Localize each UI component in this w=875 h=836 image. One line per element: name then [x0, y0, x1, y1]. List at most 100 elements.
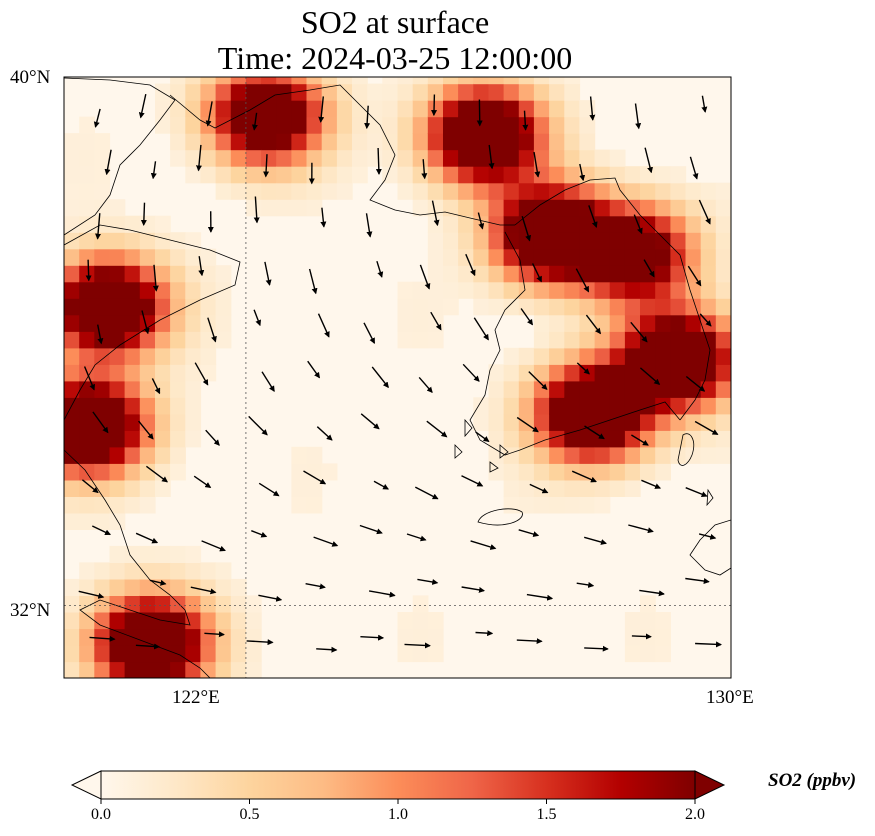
so2-cell	[715, 331, 731, 349]
so2-cell	[549, 215, 565, 233]
wind-arrow	[305, 583, 326, 590]
lat-tick-label-32: 32°N	[10, 600, 51, 621]
so2-cell	[564, 496, 581, 514]
so2-cell	[170, 562, 186, 580]
so2-cell	[291, 463, 308, 481]
so2-cell	[640, 347, 656, 365]
so2-cell	[655, 281, 671, 299]
so2-cell	[109, 595, 126, 613]
so2-cell	[230, 661, 247, 678]
so2-cell	[124, 612, 141, 630]
so2-cell	[579, 215, 596, 233]
so2-cell	[64, 265, 80, 283]
so2-cell	[124, 479, 141, 497]
so2-cell	[276, 166, 292, 184]
so2-cell	[170, 612, 186, 630]
so2-cell	[185, 562, 202, 580]
wind-arrow	[531, 263, 542, 283]
so2-cell	[518, 347, 535, 365]
so2-cell	[170, 595, 186, 613]
so2-cell	[261, 116, 277, 134]
wind-arrow	[431, 200, 440, 227]
so2-cell	[670, 397, 687, 415]
so2-cell	[109, 628, 126, 646]
so2-cell	[412, 77, 429, 85]
so2-cell	[473, 397, 490, 415]
so2-cell	[579, 380, 596, 398]
so2-cell	[715, 314, 731, 332]
wind-arrow	[641, 479, 662, 489]
so2-cell	[443, 232, 459, 250]
so2-cell	[185, 628, 202, 646]
so2-cell	[640, 645, 656, 663]
so2-cell	[94, 298, 111, 316]
so2-cell	[155, 298, 171, 316]
so2-cell	[473, 265, 490, 283]
so2-cell	[670, 166, 687, 184]
map-title: SO2 at surface	[300, 4, 490, 40]
so2-cell	[397, 331, 414, 349]
so2-cell	[533, 215, 550, 233]
wind-arrow	[78, 590, 105, 599]
so2-cell	[352, 83, 368, 101]
so2-cell	[245, 612, 262, 630]
so2-cell	[685, 380, 702, 398]
so2-cell	[685, 248, 702, 266]
so2-cell	[473, 281, 490, 299]
so2-cell	[79, 479, 95, 497]
so2-cell	[139, 397, 156, 415]
so2-cell	[579, 232, 596, 250]
so2-cell	[549, 166, 565, 184]
so2-cell	[473, 166, 490, 184]
so2-cell	[185, 265, 202, 283]
so2-cell	[655, 463, 671, 481]
so2-cell	[549, 281, 565, 299]
so2-cell	[579, 331, 596, 349]
so2-cell	[94, 562, 111, 580]
so2-cell	[443, 199, 459, 217]
so2-cell	[64, 430, 80, 448]
so2-cell	[670, 347, 687, 365]
so2-cell	[64, 182, 80, 200]
so2-cell	[155, 100, 171, 118]
wind-arrow	[685, 577, 710, 584]
so2-cell	[533, 298, 550, 316]
so2-cell	[215, 83, 232, 101]
so2-cell	[427, 628, 444, 646]
so2-cell	[579, 347, 596, 365]
so2-cell	[518, 182, 535, 200]
so2-cell	[640, 248, 656, 266]
wind-arrow	[526, 593, 554, 601]
wind-arrow	[83, 366, 95, 391]
so2-cell	[579, 479, 596, 497]
so2-cell	[564, 166, 581, 184]
so2-cell	[564, 430, 581, 448]
so2-cell	[473, 199, 490, 217]
so2-cell	[564, 413, 581, 431]
so2-cell	[624, 479, 641, 497]
so2-cell	[518, 199, 535, 217]
so2-cell	[624, 446, 641, 464]
wind-arrow	[81, 479, 99, 494]
so2-cell	[64, 413, 80, 431]
so2-cell	[427, 248, 444, 266]
wind-arrow	[246, 639, 274, 646]
so2-cell	[79, 314, 95, 332]
so2-cell	[624, 281, 641, 299]
so2-cell	[276, 100, 292, 118]
so2-cell	[655, 314, 671, 332]
so2-cell	[79, 628, 95, 646]
so2-cell	[306, 133, 323, 151]
so2-cell	[655, 430, 671, 448]
so2-cell	[640, 281, 656, 299]
wind-arrow	[359, 524, 383, 535]
so2-cell	[503, 281, 520, 299]
so2-cell	[564, 133, 581, 151]
so2-cell	[109, 612, 126, 630]
so2-cell	[352, 149, 368, 167]
so2-cell	[200, 364, 217, 382]
so2-cell	[624, 248, 641, 266]
wind-arrow	[135, 643, 161, 650]
so2-cell	[564, 479, 581, 497]
wind-arrow	[151, 378, 161, 395]
